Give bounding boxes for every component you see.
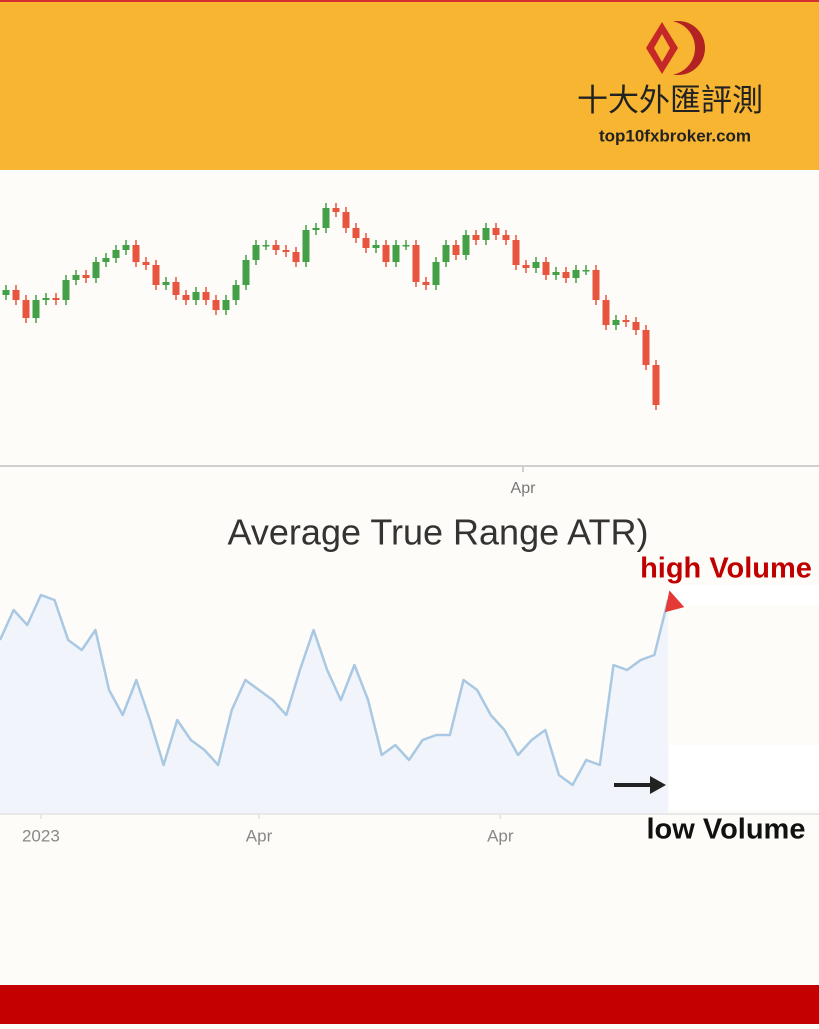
candle-body (312, 228, 320, 230)
candle-body (322, 208, 330, 228)
candle-body (462, 235, 470, 255)
candle-body (342, 212, 350, 228)
candle-body (252, 245, 260, 260)
brand: 十大外匯評測 (577, 83, 763, 118)
candle-body (112, 250, 120, 258)
candle-body (352, 228, 360, 238)
candle-body (432, 262, 440, 285)
candle-body (652, 365, 660, 405)
top-edge (0, 0, 819, 2)
chart-title: Average True Range ATR) (228, 512, 649, 553)
red-arrow (664, 590, 685, 613)
x-tick-label: 2023 (22, 826, 60, 845)
line (0, 593, 670, 787)
candle-body (472, 235, 480, 240)
candle-body (42, 298, 50, 300)
candle-body (172, 282, 180, 295)
candle-body (592, 270, 600, 300)
candle-body (2, 290, 10, 295)
x-tick-label: Apr (246, 826, 273, 845)
candle-body (82, 275, 90, 278)
candle-body (12, 290, 20, 300)
candle-body (122, 245, 130, 250)
candle-body (402, 245, 410, 247)
candle-body (392, 245, 400, 262)
candle-body (442, 245, 450, 262)
candle-body (282, 250, 290, 252)
candle-body (372, 245, 380, 248)
candle-body (552, 272, 560, 275)
candle-body (152, 265, 160, 285)
candle-body (92, 262, 100, 278)
candle-body (572, 270, 580, 278)
candle-body (242, 260, 250, 285)
candle-body (262, 245, 270, 247)
white-box (669, 585, 819, 605)
candle-body (452, 245, 460, 255)
white-box (669, 745, 819, 810)
candle-body (422, 282, 430, 285)
candle-body (202, 292, 210, 300)
candle-body (532, 262, 540, 268)
candle-body (232, 285, 240, 300)
candle-body (412, 245, 420, 282)
x-tick-label: Apr (511, 480, 537, 497)
footer-bar (0, 985, 819, 1024)
candle-body (32, 300, 40, 318)
candle-body (102, 258, 110, 262)
candle-body (582, 270, 590, 272)
candle-body (22, 300, 30, 318)
candle-body (522, 265, 530, 268)
candle-body (612, 320, 620, 325)
candle-body (292, 252, 300, 262)
candle-body (182, 295, 190, 300)
candle-body (272, 245, 280, 250)
candle-body (492, 228, 500, 235)
candle-body (642, 330, 650, 365)
candle-body (562, 272, 570, 278)
candle-body (52, 298, 60, 300)
candle-body (502, 235, 510, 240)
site: top10fxbroker.com (599, 126, 751, 145)
candle-body (62, 280, 70, 300)
candle-body (222, 300, 230, 310)
x-tick-label: Apr (487, 826, 514, 845)
annotation: low Volume (647, 814, 806, 846)
candle-body (162, 282, 170, 285)
candle-body (362, 238, 370, 248)
candle-body (132, 245, 140, 262)
candle-body (622, 320, 630, 322)
candle-body (632, 322, 640, 330)
candle-body (302, 230, 310, 262)
candle-body (142, 262, 150, 265)
candle-body (512, 240, 520, 265)
candle-body (382, 245, 390, 262)
candle-body (212, 300, 220, 310)
candle-body (482, 228, 490, 240)
logo (641, 21, 705, 75)
candle-body (72, 275, 80, 280)
black-arrow (614, 776, 666, 794)
candle-body (542, 262, 550, 275)
annotation: high Volume (640, 553, 812, 585)
candle-body (332, 208, 340, 212)
candle-body (192, 292, 200, 300)
area (0, 595, 668, 813)
candle-body (602, 300, 610, 325)
